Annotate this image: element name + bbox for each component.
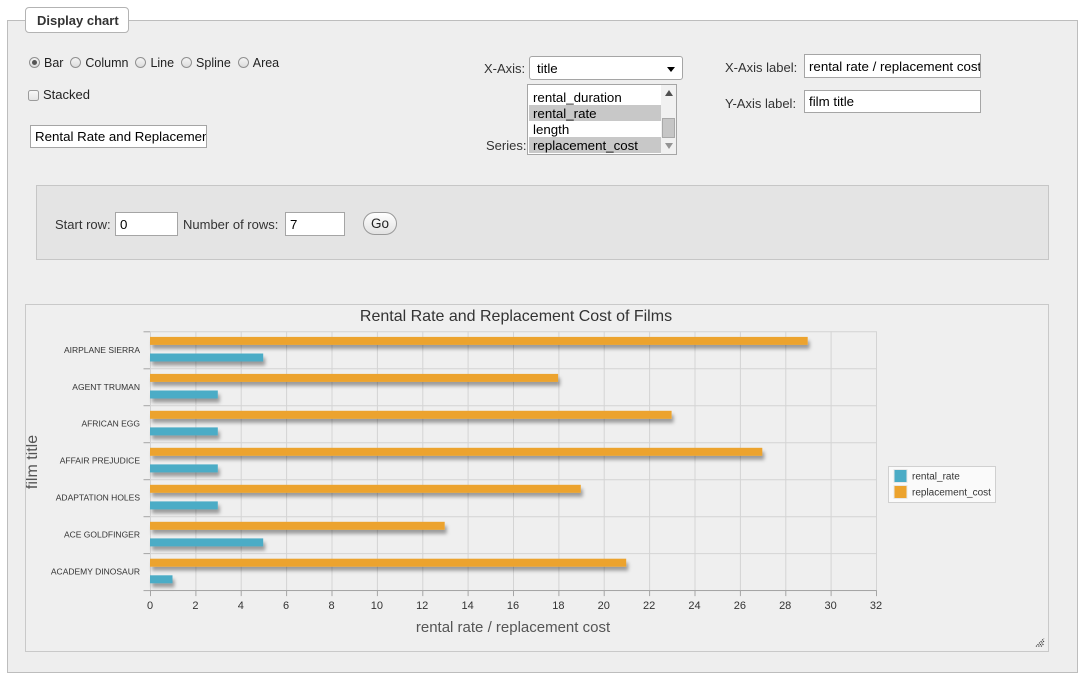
svg-text:rental_rate: rental_rate [912,472,960,483]
svg-text:12: 12 [416,600,428,612]
svg-text:16: 16 [507,600,519,612]
svg-text:AFFAIR PREJUDICE: AFFAIR PREJUDICE [60,456,141,466]
svg-text:Rental Rate and Replacement Co: Rental Rate and Replacement Cost of Film… [360,308,672,325]
svg-text:ACE GOLDFINGER: ACE GOLDFINGER [64,530,140,540]
svg-text:AGENT TRUMAN: AGENT TRUMAN [72,382,140,392]
svg-text:14: 14 [461,600,473,612]
svg-text:24: 24 [688,600,700,612]
svg-text:8: 8 [328,600,334,612]
svg-text:32: 32 [870,600,882,612]
svg-text:film title: film title [26,435,41,489]
svg-text:ADAPTATION HOLES: ADAPTATION HOLES [56,493,141,503]
svg-text:2: 2 [192,600,198,612]
svg-text:rental rate / replacement cost: rental rate / replacement cost [416,619,611,636]
svg-text:28: 28 [779,600,791,612]
svg-text:10: 10 [371,600,383,612]
svg-text:ACADEMY DINOSAUR: ACADEMY DINOSAUR [51,567,140,577]
svg-text:18: 18 [552,600,564,612]
svg-text:22: 22 [643,600,655,612]
svg-text:replacement_cost: replacement_cost [912,488,991,499]
svg-text:26: 26 [734,600,746,612]
svg-text:AFRICAN EGG: AFRICAN EGG [81,419,140,429]
svg-text:6: 6 [283,600,289,612]
svg-text:20: 20 [598,600,610,612]
svg-text:30: 30 [824,600,836,612]
svg-text:4: 4 [238,600,244,612]
svg-text:AIRPLANE SIERRA: AIRPLANE SIERRA [64,345,140,355]
svg-text:0: 0 [147,600,153,612]
